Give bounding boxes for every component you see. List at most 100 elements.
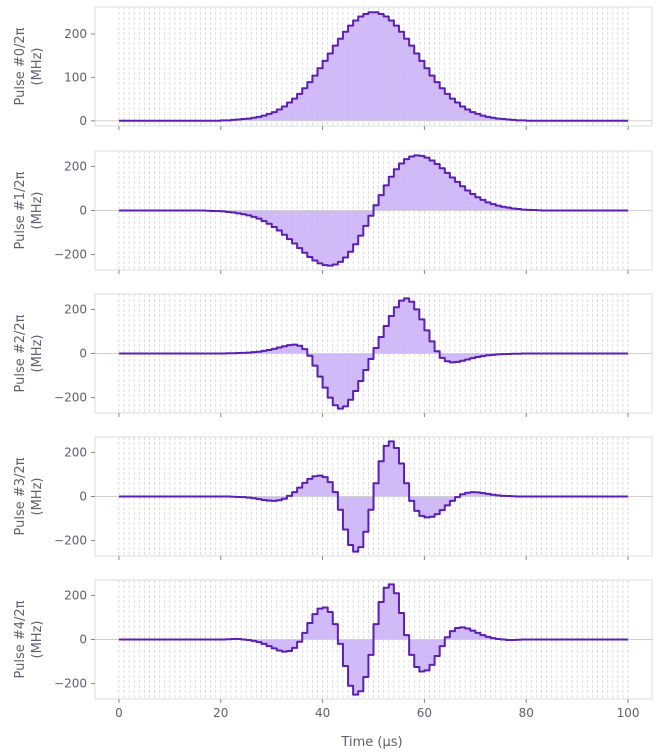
bar-segment	[373, 624, 379, 640]
bar-segment	[312, 75, 318, 121]
bar-segment	[353, 639, 359, 695]
bar-segment	[444, 496, 450, 506]
bar-segment	[470, 353, 476, 359]
bar-segment	[292, 492, 298, 497]
bar-segment	[256, 116, 262, 121]
bar-segment	[261, 496, 267, 501]
bar-segment	[266, 496, 272, 501]
bar-segment	[449, 98, 455, 121]
bar-segment	[271, 210, 277, 228]
bar-segment	[424, 330, 430, 354]
bar-segment	[388, 316, 394, 354]
bar-segment	[373, 347, 379, 354]
bar-segment	[246, 210, 252, 216]
y-axis-label: Pulse #0/2π	[13, 27, 28, 105]
bar-segment	[454, 102, 461, 121]
bar-segment	[378, 195, 384, 211]
y-tick-label: −200	[54, 391, 87, 405]
bar-segment	[286, 639, 293, 651]
bar-segment	[342, 31, 349, 121]
x-tick-label: 40	[315, 706, 330, 720]
bar-segment	[261, 115, 267, 121]
bar-segment	[414, 496, 420, 511]
pulse-line	[118, 154, 629, 267]
bar-segment	[302, 482, 308, 497]
bar-segment	[465, 628, 471, 640]
bar-segment	[404, 38, 410, 121]
bar-segment	[358, 353, 364, 382]
bar-segment	[327, 353, 333, 398]
x-tick-label: 20	[213, 706, 228, 720]
bar-segment	[353, 210, 359, 245]
bar-segment	[276, 496, 282, 501]
bar-segment	[368, 353, 374, 360]
bar-segment	[342, 496, 349, 530]
bar-segment	[302, 632, 308, 640]
bar-segment	[286, 345, 293, 354]
bar-segment	[388, 176, 394, 211]
bar-segment	[307, 478, 313, 497]
bar-segment	[358, 639, 364, 692]
bar-segment	[307, 210, 313, 257]
bar-segment	[236, 210, 242, 214]
bar-segment	[505, 207, 511, 211]
bar-segment	[281, 639, 287, 652]
pulse-line	[118, 297, 629, 410]
bar-segment	[332, 210, 338, 265]
bar-segment	[393, 448, 399, 497]
y-axis-unit: (MHz)	[30, 621, 45, 659]
bar-segment	[419, 639, 425, 672]
bar-segment	[332, 492, 338, 497]
bar-segment	[261, 350, 267, 354]
bar-segment	[368, 210, 374, 216]
bar-segment	[383, 325, 389, 354]
bar-segment	[388, 441, 394, 497]
bar-segment	[317, 210, 323, 264]
bar-segment	[297, 93, 303, 121]
bar-segment	[368, 496, 374, 510]
bar-segment	[353, 20, 359, 121]
y-tick-label: 100	[64, 70, 87, 84]
bar-segment	[312, 210, 318, 261]
y-axis-unit: (MHz)	[30, 192, 45, 230]
bar-segment	[465, 109, 471, 121]
bar-segment	[317, 353, 323, 377]
bar-segment	[322, 210, 328, 266]
bar-segment	[424, 496, 430, 518]
bar-segment	[414, 53, 420, 121]
y-tick-label: 0	[79, 633, 87, 647]
bar-segment	[383, 445, 389, 497]
bar-segment	[307, 622, 313, 640]
bar-segment	[449, 496, 455, 501]
bar-segment	[327, 210, 333, 266]
bar-segment	[292, 639, 298, 648]
bar-segment	[424, 68, 430, 121]
bar-segment	[297, 639, 303, 642]
bar-segment	[454, 181, 461, 211]
bar-segment	[470, 193, 476, 211]
bar-segment	[414, 309, 420, 354]
bar-segment	[327, 482, 333, 497]
bar-segment	[276, 109, 282, 121]
bar-segment	[358, 16, 364, 121]
pulse-line	[118, 11, 629, 122]
bar-segment	[434, 639, 440, 657]
bar-segment	[460, 106, 466, 121]
bar-segment	[281, 496, 287, 499]
bar-segment	[419, 496, 425, 516]
bar-segment	[444, 637, 450, 640]
bar-segment	[332, 624, 338, 640]
bar-segment	[439, 88, 445, 121]
bar-segment	[271, 639, 277, 649]
bar-segment	[414, 639, 420, 668]
bar-segment	[475, 113, 481, 121]
bar-segment	[460, 627, 466, 640]
bar-segment	[475, 492, 481, 497]
bar-segment	[286, 102, 293, 121]
bar-segment	[398, 613, 405, 640]
bar-segment	[409, 156, 415, 211]
bar-segment	[383, 16, 389, 121]
bar-segment	[332, 45, 338, 121]
bar-segment	[292, 98, 298, 121]
